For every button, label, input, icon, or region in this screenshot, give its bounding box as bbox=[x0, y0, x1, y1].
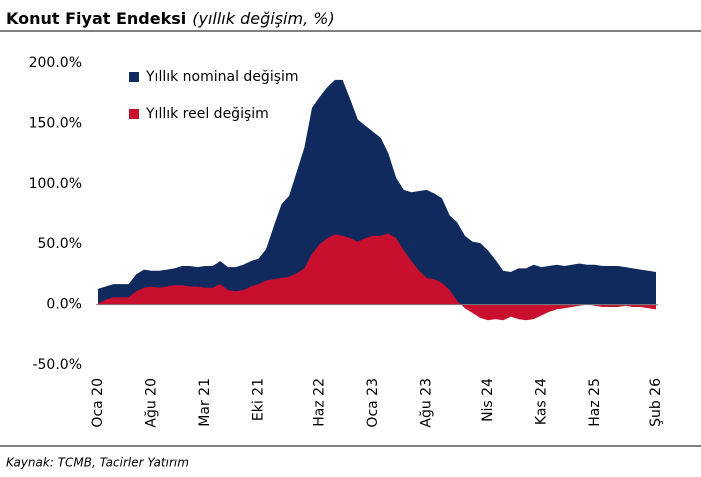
x-tick-label: Kas 24 bbox=[533, 378, 549, 425]
y-tick-label: 50.0% bbox=[38, 236, 82, 252]
x-tick-label: Şub 26 bbox=[648, 378, 664, 427]
legend-label: Yıllık reel değişim bbox=[145, 106, 269, 122]
x-tick-label: Haz 25 bbox=[587, 378, 603, 427]
title: Konut Fiyat Endeksi bbox=[6, 9, 186, 28]
legend-swatch bbox=[129, 72, 139, 82]
area bbox=[98, 79, 656, 305]
x-tick-label: Eki 21 bbox=[251, 378, 267, 421]
x-tick-label: Ağu 20 bbox=[144, 378, 160, 428]
y-tick-label: 100.0% bbox=[29, 176, 82, 192]
legend-swatch bbox=[129, 109, 139, 119]
legend-label: Yıllık nominal değişim bbox=[145, 69, 299, 85]
x-tick-label: Haz 22 bbox=[312, 378, 328, 427]
x-tick-label: Ağu 23 bbox=[419, 378, 435, 428]
x-tick-label: Nis 24 bbox=[480, 378, 496, 422]
y-tick-label: -50.0% bbox=[32, 357, 82, 373]
x-tick-label: Oca 20 bbox=[90, 378, 106, 428]
chart-title: Konut Fiyat Endeksi (yıllık değişim, %) bbox=[6, 9, 335, 28]
x-tick-label: Mar 21 bbox=[197, 378, 213, 427]
source: Kaynak: TCMB, Tacirler Yatırım bbox=[6, 456, 189, 470]
area bbox=[98, 233, 656, 321]
x-tick-label: Oca 23 bbox=[365, 378, 381, 428]
subtitle: (yıllık değişim, %) bbox=[192, 9, 334, 28]
y-tick-label: 200.0% bbox=[29, 55, 82, 71]
y-tick-label: 150.0% bbox=[29, 115, 82, 131]
y-tick-label: 0.0% bbox=[46, 297, 82, 313]
